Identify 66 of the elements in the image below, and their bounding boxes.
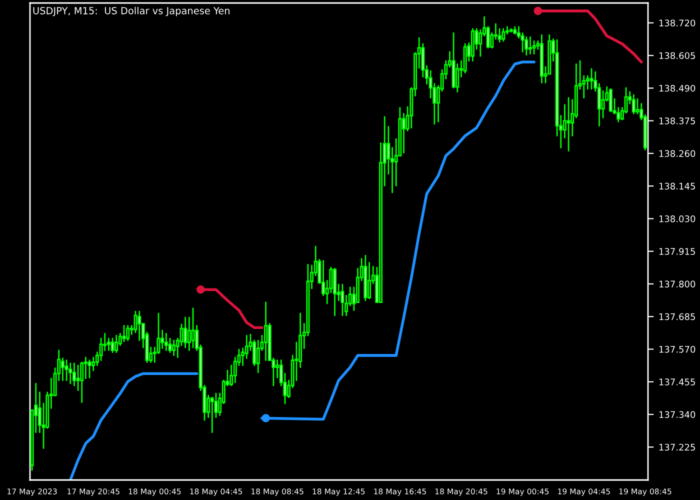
candlestick — [60, 358, 64, 382]
candlestick — [344, 294, 348, 316]
candlestick — [390, 147, 394, 194]
candlestick — [364, 254, 368, 302]
candlestick — [172, 340, 176, 356]
candlestick — [463, 43, 467, 74]
candlestick — [386, 126, 390, 175]
y-tick-label: 138.375 — [659, 117, 695, 124]
candlestick — [555, 39, 559, 136]
candlestick — [421, 43, 425, 78]
y-tick-label: 138.720 — [659, 20, 696, 26]
candlestick — [486, 26, 490, 49]
candlestick — [333, 268, 337, 316]
point — [262, 414, 270, 422]
candlestick — [138, 310, 142, 342]
candlestick — [84, 356, 88, 380]
y-tick-label: 137.915 — [659, 248, 695, 255]
candlestick — [164, 332, 168, 352]
y-tick-label: 138.030 — [659, 215, 696, 222]
y-tick-label: 138.260 — [659, 150, 696, 157]
candlestick — [597, 83, 601, 127]
candlestick — [76, 364, 80, 392]
y-tick-label: 137.685 — [659, 313, 695, 320]
candlestick — [184, 316, 188, 348]
candlestick — [470, 28, 474, 62]
candlestick — [256, 340, 260, 374]
chart-title: USDJPY, M15: US Dollar vs Japanese Yen — [33, 6, 230, 16]
candlestick — [478, 29, 482, 57]
candlestick — [38, 392, 42, 434]
candlestick — [126, 324, 130, 342]
candlestick — [516, 26, 520, 39]
candlestick — [502, 28, 506, 42]
candlestick — [241, 348, 245, 366]
point — [196, 285, 205, 294]
candlestick — [456, 63, 460, 93]
candlestick — [452, 32, 456, 89]
candlestick — [586, 75, 590, 90]
candlestick — [252, 340, 256, 366]
candlestick — [160, 330, 164, 350]
candlestick — [532, 40, 536, 54]
y-tick-label: 137.800 — [659, 280, 696, 288]
candlestick — [233, 356, 237, 384]
y-tick-label: 137.455 — [659, 378, 695, 386]
y-tick-label: 137.225 — [659, 444, 695, 451]
candlestick — [244, 334, 248, 359]
y-tick-label: 137.570 — [659, 346, 696, 353]
candlestick — [402, 112, 406, 154]
candlestick — [498, 28, 502, 43]
y-tick-label: 138.605 — [659, 52, 695, 60]
candlestick — [566, 97, 570, 152]
candlestick — [264, 302, 268, 361]
point — [534, 6, 542, 16]
candlestick — [616, 107, 620, 122]
candlestick — [187, 316, 191, 352]
candlestick — [114, 334, 118, 354]
candlestick — [632, 94, 636, 114]
candlestick — [72, 362, 76, 386]
y-tick-label: 138.145 — [659, 182, 695, 190]
y-tick-label: 138.490 — [659, 84, 696, 92]
candlestick — [528, 36, 532, 54]
candlestick — [92, 356, 96, 372]
candlestick — [540, 34, 544, 84]
candlestick — [230, 364, 234, 386]
candlestick — [68, 362, 72, 384]
y-tick-label: 137.340 — [659, 411, 696, 418]
candlestick — [368, 262, 372, 300]
